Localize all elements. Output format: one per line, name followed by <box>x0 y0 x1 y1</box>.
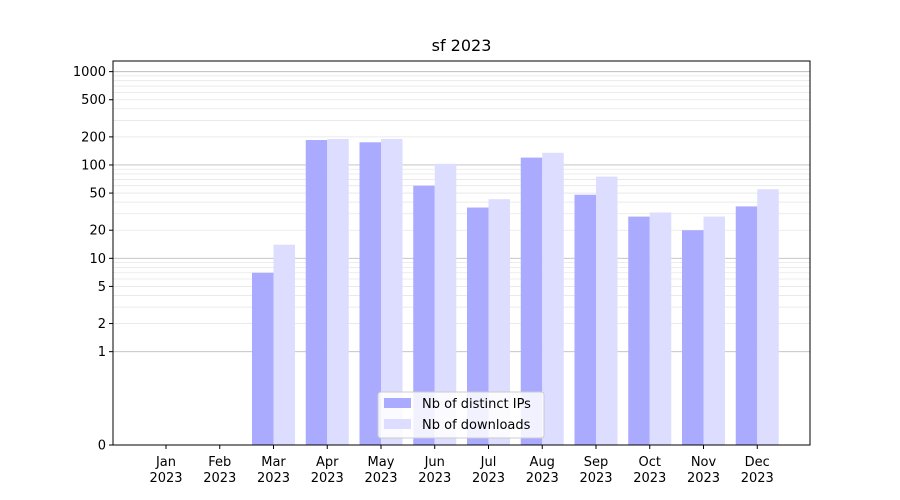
y-tick-label: 500 <box>81 93 106 108</box>
bar-distinct-ips <box>252 272 274 445</box>
bar-downloads <box>327 138 349 446</box>
bar-downloads <box>596 176 618 445</box>
bars-layer <box>252 138 779 446</box>
bar-downloads <box>757 189 779 445</box>
y-tick-label: 50 <box>89 187 106 202</box>
y-tick-label: 5 <box>98 280 106 295</box>
bar-distinct-ips <box>735 206 758 445</box>
bar-distinct-ips <box>628 216 650 445</box>
bar-distinct-ips <box>413 185 435 445</box>
x-tick-label-month: Sep <box>584 455 609 470</box>
x-tick-label-year: 2023 <box>472 471 505 486</box>
x-tick-label-month: Dec <box>745 455 770 470</box>
x-tick-label-month: Jul <box>480 455 497 470</box>
legend-box <box>377 391 545 439</box>
legend: Nb of distinct IPs Nb of downloads <box>377 391 545 439</box>
bar-downloads <box>381 138 403 446</box>
bar-downloads <box>649 212 672 445</box>
bar-downloads <box>488 199 510 445</box>
bar-downloads <box>273 244 295 445</box>
y-tick-label: 0 <box>98 439 106 454</box>
x-tick-label-year: 2023 <box>418 471 451 486</box>
bar-distinct-ips <box>305 140 328 446</box>
x-tick-label-month: Feb <box>208 455 231 470</box>
legend-label-distinct-ips: Nb of distinct IPs <box>422 397 531 412</box>
legend-swatch-distinct-ips <box>384 398 411 408</box>
x-tick-label-month: May <box>368 455 395 470</box>
x-tick-label-month: Nov <box>691 455 717 470</box>
x-tick-label-year: 2023 <box>364 471 397 486</box>
x-tick-label-month: Mar <box>261 455 286 470</box>
x-tick-label-year: 2023 <box>526 471 559 486</box>
x-tick-label-year: 2023 <box>741 471 774 486</box>
bar-downloads <box>703 216 725 445</box>
x-tick-label-month: Aug <box>530 455 555 470</box>
bar-distinct-ips <box>520 157 543 446</box>
plot-frame <box>112 60 811 446</box>
y-axis: 0 1 2 5 10 20 50 100 200 500 1000 <box>73 65 113 454</box>
bar-distinct-ips <box>574 194 596 445</box>
y-tick-label: 100 <box>81 158 106 173</box>
x-tick-label-month: Oct <box>639 455 661 470</box>
y-tick-label: 10 <box>89 252 106 267</box>
x-tick-label-year: 2023 <box>579 471 612 486</box>
y-tick-label: 1000 <box>73 65 106 80</box>
x-tick-label-month: Jun <box>424 455 445 470</box>
bar-distinct-ips <box>467 207 489 445</box>
y-tick-label: 2 <box>98 317 106 332</box>
x-axis: Jan2023Feb2023Mar2023Apr2023May2023Jun20… <box>149 445 774 486</box>
x-tick-label-year: 2023 <box>149 471 182 486</box>
y-tick-label: 20 <box>89 224 106 239</box>
bar-distinct-ips <box>682 230 704 445</box>
bar-downloads <box>434 163 457 446</box>
grid-layer <box>113 71 810 353</box>
bar-distinct-ips <box>359 142 381 445</box>
legend-label-downloads: Nb of downloads <box>422 418 531 433</box>
bar-downloads <box>542 152 564 445</box>
x-tick-label-year: 2023 <box>257 471 290 486</box>
x-tick-label-year: 2023 <box>203 471 236 486</box>
x-tick-label-month: Jan <box>155 455 176 470</box>
x-tick-label-year: 2023 <box>687 471 720 486</box>
legend-swatch-downloads <box>384 419 411 429</box>
x-tick-label-year: 2023 <box>633 471 666 486</box>
y-tick-label: 1 <box>98 345 106 360</box>
chart-title: sf 2023 <box>432 36 492 55</box>
x-tick-label-month: Apr <box>316 455 339 470</box>
x-tick-label-year: 2023 <box>311 471 344 486</box>
y-tick-label: 200 <box>81 130 106 145</box>
